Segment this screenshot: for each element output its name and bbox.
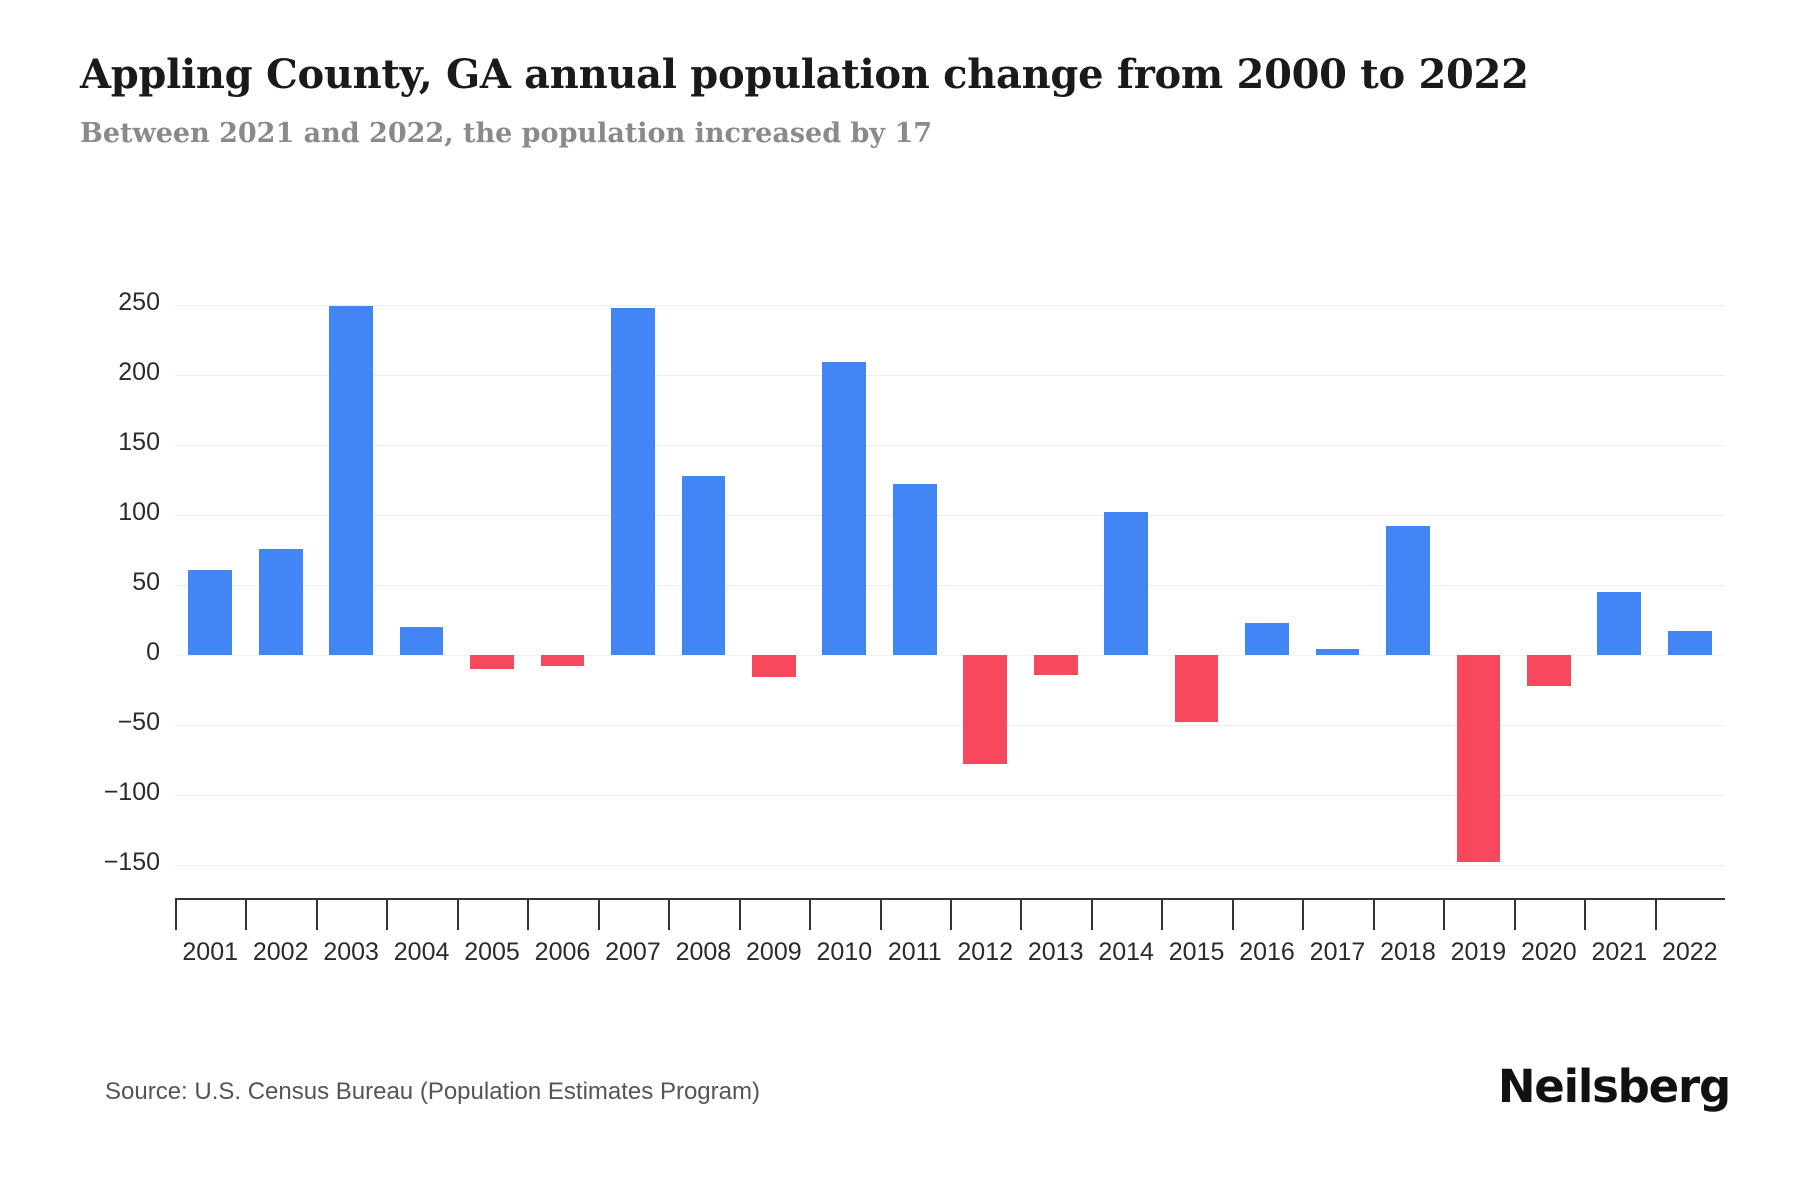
- gridline: [175, 515, 1725, 516]
- x-axis-label-2006: 2006: [534, 938, 591, 966]
- x-axis-line: [175, 898, 1725, 900]
- bar-2008[interactable]: [681, 475, 726, 655]
- gridline: [175, 445, 1725, 446]
- bar-2005[interactable]: [470, 655, 514, 669]
- y-axis-tick-label: −50: [117, 708, 160, 736]
- x-axis-tick: [1372, 900, 1375, 930]
- y-axis-tick-label: −150: [103, 848, 160, 876]
- gridline: [175, 865, 1725, 866]
- chart-header: Appling County, GA annual population cha…: [80, 50, 1720, 152]
- x-axis-tick: [597, 900, 600, 930]
- gridline: [175, 795, 1725, 796]
- x-axis-tick: [456, 900, 459, 930]
- bar-2002[interactable]: [258, 548, 303, 655]
- x-axis-tick: [1231, 900, 1234, 930]
- x-axis-tick: [879, 900, 882, 930]
- x-axis-label-2004: 2004: [393, 938, 450, 966]
- x-axis-tick: [1020, 900, 1023, 930]
- bar-2018[interactable]: [1386, 526, 1430, 655]
- brand-logo: Neilsberg: [1497, 1060, 1731, 1113]
- y-axis-tick-label: 0: [146, 638, 160, 666]
- x-axis-tick: [1584, 900, 1587, 930]
- x-axis-label-2014: 2014: [1098, 938, 1154, 966]
- x-axis-tick: [386, 900, 389, 930]
- bar-2017[interactable]: [1315, 649, 1360, 655]
- y-axis-tick-label: 100: [118, 498, 160, 526]
- x-axis-tick: [1654, 900, 1657, 930]
- x-axis-label-2021: 2021: [1591, 938, 1648, 966]
- y-axis-tick-label: 50: [132, 568, 160, 596]
- x-axis-label-2018: 2018: [1380, 938, 1436, 966]
- x-axis-tick: [1090, 900, 1093, 930]
- x-axis-tick: [809, 900, 812, 930]
- y-axis-tick-label: 250: [118, 288, 160, 316]
- x-axis-tick: [1161, 900, 1164, 930]
- gridline: [175, 725, 1725, 726]
- bar-2019[interactable]: [1456, 655, 1501, 863]
- y-axis-tick-label: 200: [118, 358, 160, 386]
- x-axis-tick: [1513, 900, 1516, 930]
- x-axis-label-2022: 2022: [1661, 938, 1718, 966]
- x-axis-tick: [245, 900, 248, 930]
- x-axis-label-2008: 2008: [675, 938, 732, 966]
- bar-2001[interactable]: [188, 569, 233, 655]
- bar-2003[interactable]: [329, 306, 373, 655]
- bar-2015[interactable]: [1174, 655, 1219, 723]
- y-axis-tick-label: −100: [103, 778, 160, 806]
- gridline: [175, 305, 1725, 306]
- x-axis-tick: [668, 900, 671, 930]
- x-axis-label-2016: 2016: [1239, 938, 1295, 966]
- x-axis-tick: [950, 900, 952, 930]
- x-axis-tick: [527, 900, 530, 930]
- bar-2020[interactable]: [1527, 655, 1571, 686]
- gridline: [175, 375, 1725, 376]
- x-axis-label-2013: 2013: [1027, 938, 1084, 966]
- bar-2006[interactable]: [540, 655, 585, 667]
- x-axis-label-2015: 2015: [1168, 938, 1225, 966]
- x-axis-label-2019: 2019: [1450, 938, 1507, 966]
- x-axis-label-2012: 2012: [957, 938, 1014, 966]
- x-axis-label-2001: 2001: [182, 938, 239, 966]
- gridline: [175, 585, 1725, 586]
- bar-2022[interactable]: [1667, 631, 1712, 655]
- x-axis-tick: [315, 900, 318, 930]
- x-axis-label-2002: 2002: [252, 938, 309, 966]
- x-axis-label-2007: 2007: [605, 938, 661, 966]
- x-axis-tick: [738, 900, 741, 930]
- x-axis-label-2010: 2010: [816, 938, 873, 966]
- bar-2014[interactable]: [1104, 512, 1148, 655]
- gridline: [175, 655, 1725, 656]
- x-axis-tick: [1443, 900, 1446, 930]
- x-axis-tick: [175, 900, 177, 930]
- bar-2012[interactable]: [963, 655, 1008, 765]
- bar-2013[interactable]: [1033, 655, 1078, 675]
- x-axis-label-2009: 2009: [746, 938, 802, 966]
- source-note: Source: U.S. Census Bureau (Population E…: [105, 1078, 760, 1105]
- x-axis-label-2020: 2020: [1521, 938, 1577, 966]
- x-axis-tick: [1302, 900, 1305, 930]
- chart-subtitle: Between 2021 and 2022, the population in…: [80, 118, 933, 149]
- bar-2021[interactable]: [1597, 592, 1642, 655]
- x-axis-label-2017: 2017: [1309, 938, 1366, 966]
- x-axis-label-2003: 2003: [323, 938, 379, 966]
- bar-2010[interactable]: [822, 362, 867, 655]
- bar-2007[interactable]: [611, 307, 655, 655]
- y-axis-tick-label: 150: [118, 428, 160, 456]
- bar-2011[interactable]: [892, 484, 937, 655]
- x-axis-label-2011: 2011: [887, 938, 942, 966]
- page-title: Appling County, GA annual population cha…: [80, 51, 1529, 98]
- bar-2004[interactable]: [399, 627, 444, 655]
- bar-2016[interactable]: [1245, 622, 1289, 655]
- bar-2009[interactable]: [752, 655, 796, 678]
- x-axis-label-2005: 2005: [464, 938, 520, 966]
